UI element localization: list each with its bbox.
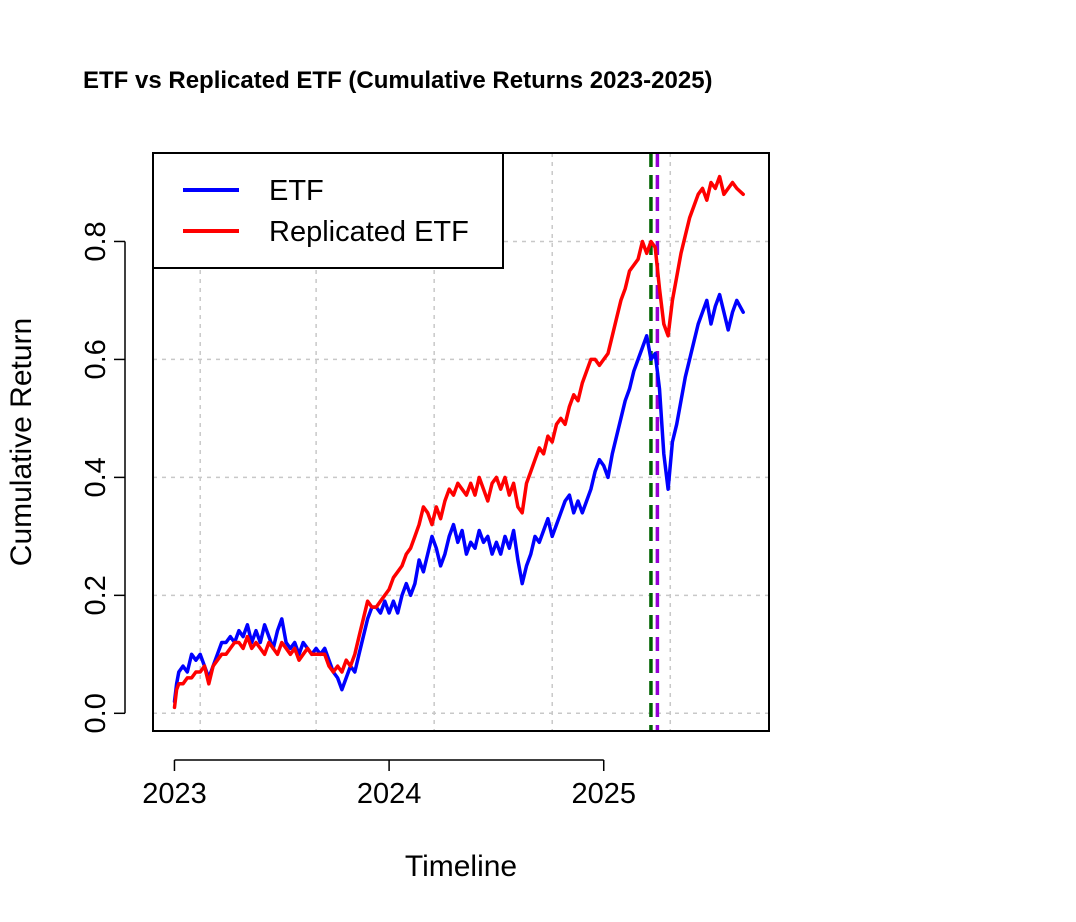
y-tick-label-4: 0.8 [80,221,112,261]
legend-label-etf: ETF [269,175,324,207]
x-tick-label-0: 2023 [142,778,207,810]
legend-label-replicated: Replicated ETF [269,216,469,248]
y-tick-label-1: 0.2 [80,575,112,615]
y-axis-label: Cumulative Return [5,318,38,566]
legend-box [152,152,504,269]
x-axis: 2023 2024 2025 [142,759,636,810]
chart-title: ETF vs Replicated ETF (Cumulative Return… [83,67,713,94]
series-line-replicated-etf [172,174,745,710]
y-tick-label-2: 0.4 [80,457,112,497]
y-tick-label-0: 0.0 [80,693,112,733]
x-axis-label: Timeline [405,850,517,883]
x-tick-label-1: 2024 [357,778,422,810]
series-layer [172,174,745,710]
event-lines [649,153,660,731]
y-tick-label-3: 0.6 [80,339,112,379]
series-line-etf [172,292,745,704]
legend: ETF Replicated ETF [152,152,504,269]
x-tick-label-2: 2025 [571,778,636,810]
y-axis: 0.0 0.2 0.4 0.6 0.8 [80,221,126,733]
